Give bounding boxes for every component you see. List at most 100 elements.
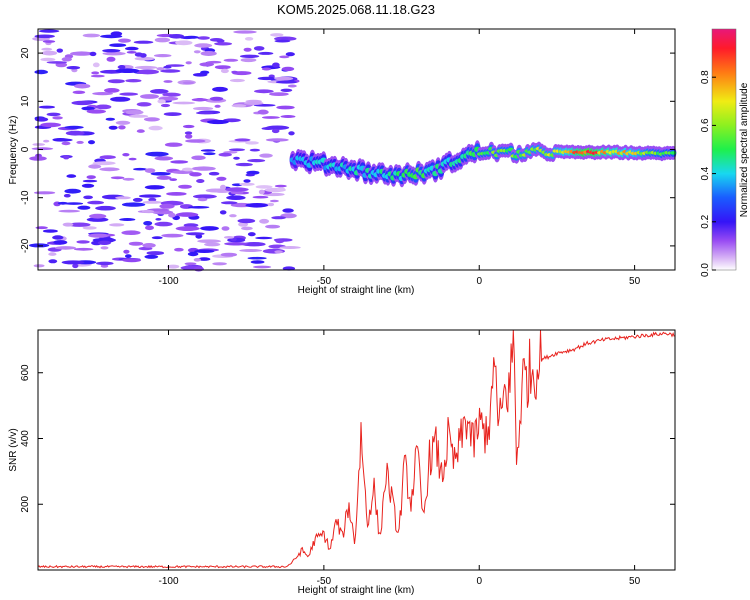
noise-blob bbox=[136, 69, 159, 75]
noise-blob bbox=[258, 189, 265, 195]
noise-blob bbox=[279, 55, 290, 59]
noise-blob bbox=[275, 239, 285, 244]
noise-blob bbox=[175, 226, 200, 232]
noise-blob bbox=[242, 242, 266, 247]
noise-blob bbox=[92, 92, 113, 96]
noise-blob bbox=[159, 203, 175, 209]
noise-blob bbox=[125, 46, 139, 51]
noise-blob bbox=[231, 104, 247, 108]
noise-blob bbox=[142, 200, 162, 204]
noise-blob bbox=[122, 177, 135, 181]
noise-blob bbox=[272, 62, 280, 68]
noise-blob bbox=[182, 81, 194, 85]
noise-blob bbox=[245, 203, 269, 208]
spectrogram-y-tick-label: -10 bbox=[20, 190, 31, 205]
noise-blob bbox=[157, 99, 166, 104]
noise-blob bbox=[182, 124, 195, 129]
noise-blob bbox=[233, 30, 257, 34]
noise-blob bbox=[144, 254, 159, 259]
noise-blob bbox=[220, 184, 226, 190]
noise-blob bbox=[172, 101, 196, 105]
noise-blob bbox=[166, 192, 187, 196]
noise-blob bbox=[174, 247, 184, 252]
noise-blob bbox=[140, 94, 159, 99]
noise-blob bbox=[192, 194, 217, 199]
noise-blob bbox=[245, 173, 255, 177]
noise-blob bbox=[208, 171, 220, 176]
noise-blob bbox=[48, 259, 58, 264]
noise-blob bbox=[150, 89, 169, 94]
noise-blob bbox=[100, 246, 109, 250]
noise-blob bbox=[119, 92, 139, 96]
snr-y-tick-label: 400 bbox=[20, 430, 31, 447]
noise-blob bbox=[184, 262, 197, 266]
noise-blob bbox=[121, 202, 146, 207]
noise-blob bbox=[223, 58, 239, 62]
noise-blob bbox=[163, 65, 172, 69]
noise-blob bbox=[43, 139, 50, 143]
noise-blob bbox=[89, 51, 97, 57]
noise-blob bbox=[148, 125, 163, 131]
noise-blob bbox=[218, 152, 232, 157]
noise-blob bbox=[276, 187, 286, 192]
snr-x-tick-label: 0 bbox=[476, 576, 482, 587]
colorbar-tick-label: 0.8 bbox=[700, 70, 711, 84]
noise-blob bbox=[170, 160, 189, 164]
noise-blob bbox=[52, 235, 64, 240]
colorbar-ticks: 0.0 0.2 0.4 0.6 0.8 bbox=[700, 28, 737, 277]
noise-blob bbox=[223, 236, 235, 239]
noise-blob bbox=[73, 247, 94, 251]
noise-blob bbox=[239, 249, 263, 252]
spectrogram-x-tick-label: -100 bbox=[158, 276, 178, 287]
noise-blob bbox=[110, 96, 131, 102]
noise-blob bbox=[134, 65, 158, 70]
noise-blob bbox=[230, 190, 244, 195]
noise-blob bbox=[61, 57, 72, 62]
noise-blob bbox=[229, 78, 245, 83]
snr-panel: -100 -50 0 50 200 400 600 Height of straight l… bbox=[8, 329, 676, 596]
noise-blob bbox=[206, 119, 229, 125]
colorbar-frame bbox=[711, 28, 737, 271]
noise-blob bbox=[57, 138, 73, 142]
noise-blob bbox=[254, 89, 274, 94]
noise-blob bbox=[99, 155, 116, 160]
noise-blob bbox=[42, 229, 58, 233]
noise-blob bbox=[38, 29, 60, 33]
colorbar-label: Normalized spectral amplitude bbox=[739, 82, 750, 217]
noise-blob bbox=[154, 37, 171, 43]
noise-blob bbox=[233, 156, 240, 160]
noise-blob bbox=[110, 31, 123, 36]
noise-blob bbox=[204, 242, 221, 247]
noise-blob bbox=[175, 40, 193, 46]
noise-blob bbox=[275, 80, 297, 84]
noise-blob bbox=[200, 149, 216, 152]
noise-blob bbox=[128, 157, 137, 161]
noise-blob bbox=[280, 115, 296, 118]
noise-blob bbox=[128, 241, 144, 246]
noise-blob bbox=[156, 175, 172, 180]
noise-blob bbox=[258, 51, 274, 55]
noise-blob bbox=[155, 218, 162, 221]
noise-blob bbox=[274, 250, 283, 254]
noise-blob bbox=[203, 152, 216, 156]
noise-blob bbox=[270, 33, 284, 37]
noise-blob bbox=[197, 197, 208, 202]
snr-y-tick-label: 200 bbox=[20, 495, 31, 512]
noise-blob bbox=[118, 65, 126, 70]
noise-blob bbox=[136, 102, 152, 107]
noise-blob bbox=[200, 51, 217, 56]
noise-blob bbox=[249, 148, 261, 152]
noise-blob bbox=[89, 213, 107, 219]
spectrogram-y-tick-label: 0 bbox=[20, 146, 31, 152]
noise-blob bbox=[253, 265, 272, 269]
noise-blob bbox=[245, 141, 259, 145]
noise-blob bbox=[193, 266, 204, 272]
noise-blob bbox=[195, 111, 214, 115]
noise-blob bbox=[76, 240, 90, 244]
signal-track bbox=[289, 140, 677, 188]
noise-blob bbox=[58, 209, 81, 213]
noise-blob bbox=[267, 202, 275, 207]
noise-blob bbox=[77, 205, 91, 210]
noise-blob bbox=[238, 222, 249, 227]
noise-blob bbox=[31, 147, 54, 151]
